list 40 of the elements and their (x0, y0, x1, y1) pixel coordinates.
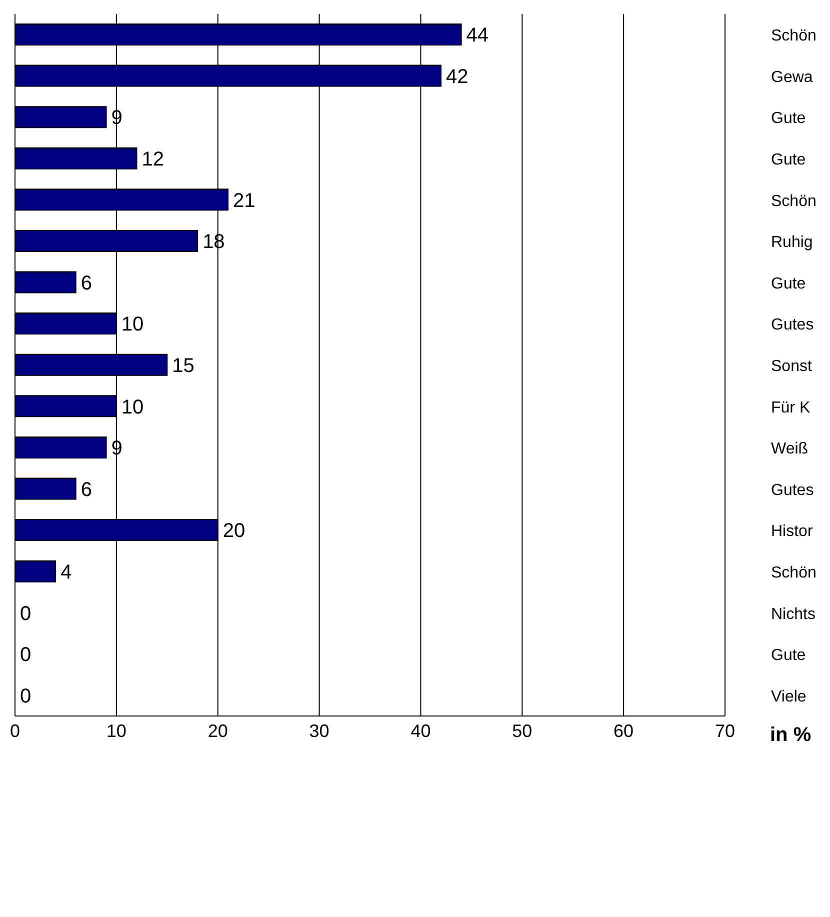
data-label: 0 (20, 602, 32, 625)
data-label: 10 (121, 396, 144, 418)
x-tick-label: 30 (309, 720, 330, 741)
y-tick-label: Gute (771, 275, 806, 292)
x-tick-label: 10 (106, 720, 126, 741)
y-tick-label: Gute (771, 110, 806, 128)
x-tick-label: 0 (10, 720, 20, 741)
data-label: 21 (233, 190, 256, 212)
y-tick-label: Nichts (771, 606, 816, 623)
data-label: 20 (222, 520, 246, 542)
y-tick-label: Ruhig (771, 234, 813, 252)
y-tick-label: Weiß (771, 440, 808, 458)
y-tick-label: Viele (771, 688, 806, 706)
x-tick-label: 60 (614, 720, 634, 741)
y-tick-label: Gutes (771, 316, 814, 334)
data-label: 10 (121, 314, 144, 336)
data-label: 12 (142, 148, 164, 171)
y-tick-label: Gute (771, 647, 806, 664)
x-tick-label: 20 (208, 720, 228, 741)
data-label: 42 (446, 66, 468, 88)
y-tick-label: Gute (771, 152, 806, 169)
data-label: 15 (172, 355, 194, 377)
data-label: 4 (60, 561, 72, 584)
y-tick-label: Gewa (771, 68, 813, 86)
y-tick-label: Schön (771, 192, 816, 210)
data-label: 44 (466, 24, 489, 47)
y-tick-label: Sonst (771, 358, 812, 375)
y-tick-label: Histor (771, 523, 814, 540)
x-tick-label: 50 (512, 720, 532, 741)
data-label: 6 (80, 478, 92, 501)
data-label: 0 (20, 644, 32, 666)
x-axis-title: in % (770, 724, 812, 746)
y-tick-label: Für K (771, 399, 810, 416)
data-label: 0 (20, 685, 32, 708)
y-tick-label: Schön (771, 564, 816, 582)
y-tick-label: Schön (771, 28, 816, 45)
data-label: 6 (80, 272, 92, 294)
x-tick-label: 40 (410, 720, 431, 741)
x-tick-label: 70 (714, 720, 736, 741)
y-tick-label: Gutes (771, 482, 814, 499)
